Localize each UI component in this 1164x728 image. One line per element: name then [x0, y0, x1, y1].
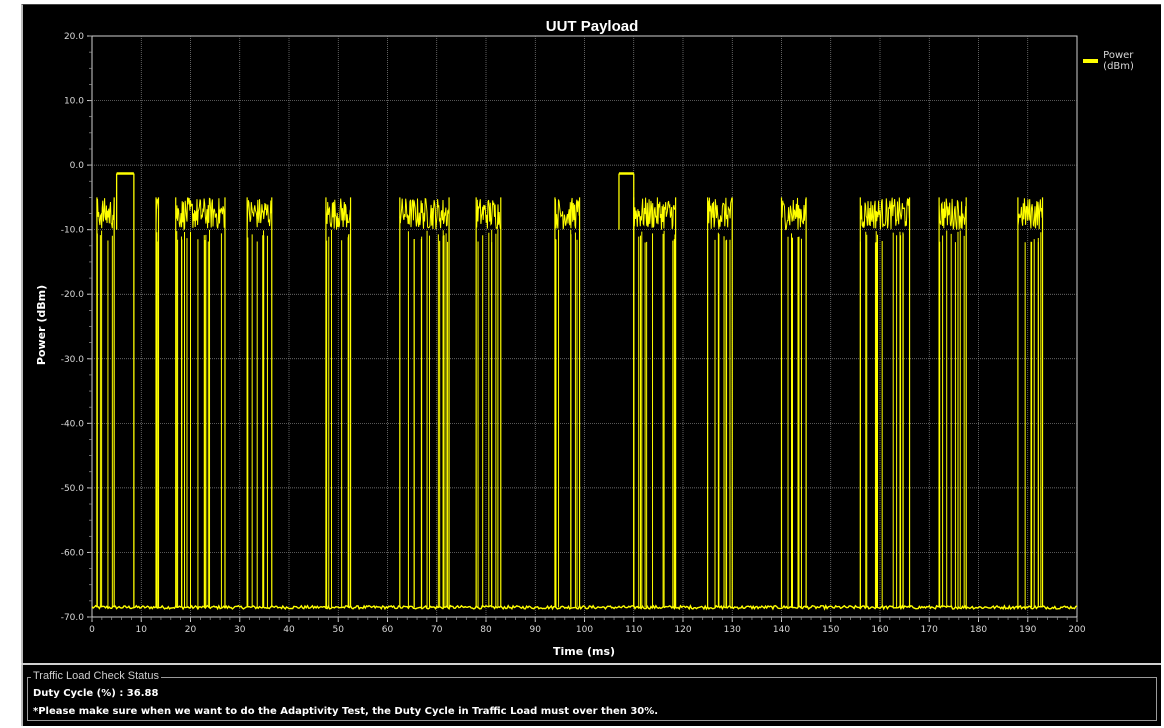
burst-envelope [708, 198, 732, 230]
x-tick-label: 160 [871, 625, 888, 635]
burst [176, 197, 225, 607]
burst-envelope [555, 198, 579, 229]
duty-cycle-text: Duty Cycle (%) : 36.88 [33, 688, 158, 699]
burst [156, 197, 158, 607]
x-tick-label: 80 [480, 625, 492, 635]
y-tick-label: 0.0 [70, 161, 85, 171]
y-tick-label: -50.0 [61, 484, 85, 494]
grid [87, 36, 1077, 622]
burst [1018, 197, 1043, 607]
x-tick-label: 0 [89, 625, 95, 635]
chart-legend: Power (dBm) [1083, 50, 1164, 72]
x-tick-label: 140 [773, 625, 790, 635]
status-group-title: Traffic Load Check Status [31, 670, 161, 683]
high-power-segment [117, 174, 134, 608]
burst-envelope [860, 198, 909, 230]
x-tick-labels: 0 10 20 30 40 50 60 70 80 90 100 110 120 130 140 150 160… [89, 625, 1086, 635]
x-axis-label: Time (ms) [553, 645, 615, 658]
panel-divider [21, 663, 1161, 665]
y-tick-label: -10.0 [61, 226, 85, 236]
burst-envelope [782, 198, 806, 230]
y-tick-label: -30.0 [61, 355, 85, 365]
burst-envelope [1018, 198, 1042, 229]
high-power-segment [619, 174, 634, 608]
x-tick-label: 170 [921, 625, 938, 635]
x-tick-label: 50 [333, 625, 345, 635]
y-axis-label: Power (dBm) [35, 285, 48, 365]
burst [555, 197, 580, 607]
legend-swatch [1083, 59, 1098, 63]
burst [634, 197, 676, 607]
burst [476, 197, 501, 607]
x-tick-label: 30 [234, 625, 246, 635]
burst-envelope [400, 199, 449, 230]
burst-envelope [634, 197, 675, 229]
burst-envelope [939, 199, 966, 230]
x-tick-label: 70 [431, 625, 443, 635]
y-tick-label: -20.0 [61, 290, 85, 300]
duty-cycle-note: *Please make sure when we want to do the… [33, 706, 658, 717]
x-tick-label: 40 [283, 625, 295, 635]
legend-label: Power (dBm) [1103, 50, 1164, 72]
x-tick-label: 180 [970, 625, 987, 635]
burst [782, 197, 807, 607]
x-tick-label: 90 [530, 625, 542, 635]
x-tick-label: 10 [136, 625, 148, 635]
burst-envelope [97, 198, 114, 228]
burst [860, 197, 909, 607]
burst [97, 197, 114, 607]
x-tick-label: 20 [185, 625, 197, 635]
y-tick-label: -70.0 [61, 613, 85, 623]
x-tick-label: 100 [576, 625, 593, 635]
y-tick-label: 20.0 [64, 32, 84, 42]
y-tick-labels: 20.0 10.0 0.0 -10.0 -20.0 -30.0 -40.0 -50.0 -60.… [61, 32, 85, 623]
x-tick-label: 200 [1068, 625, 1085, 635]
burst [939, 197, 966, 607]
x-tick-label: 190 [1019, 625, 1036, 635]
x-tick-label: 110 [625, 625, 642, 635]
y-tick-label: -60.0 [61, 548, 85, 558]
burst [400, 197, 449, 607]
burst [247, 197, 272, 607]
burst-envelope [476, 199, 500, 229]
burst-envelope [247, 199, 271, 229]
x-tick-label: 150 [822, 625, 839, 635]
x-tick-label: 60 [382, 625, 394, 635]
x-tick-label: 120 [674, 625, 691, 635]
y-tick-label: -40.0 [61, 419, 85, 429]
chart-title: UUT Payload [546, 18, 639, 35]
x-tick-label: 130 [724, 625, 741, 635]
burst [708, 197, 733, 607]
y-tick-label: 10.0 [64, 97, 84, 107]
burst-envelope [176, 198, 225, 230]
